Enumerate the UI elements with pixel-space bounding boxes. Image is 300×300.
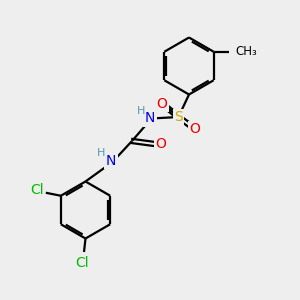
- Text: O: O: [190, 122, 200, 136]
- Text: H: H: [137, 106, 145, 116]
- Text: CH₃: CH₃: [236, 45, 257, 58]
- Text: H: H: [97, 148, 105, 158]
- Text: O: O: [156, 137, 167, 151]
- Text: Cl: Cl: [30, 183, 43, 197]
- Text: N: N: [106, 154, 116, 167]
- Text: Cl: Cl: [76, 256, 89, 270]
- Text: N: N: [145, 112, 155, 125]
- Text: S: S: [174, 110, 183, 124]
- Text: O: O: [157, 97, 167, 110]
